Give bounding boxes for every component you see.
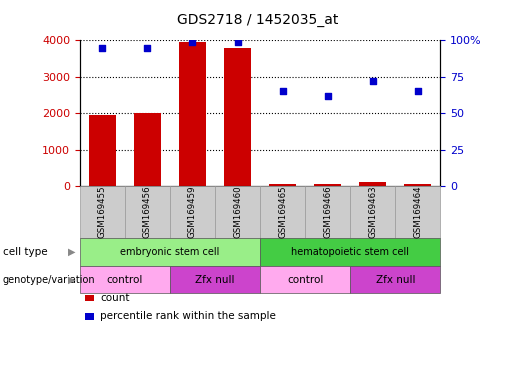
Point	[369, 78, 377, 84]
Text: cell type: cell type	[3, 247, 47, 257]
Text: ▶: ▶	[68, 247, 76, 257]
Point	[98, 45, 107, 51]
Point	[143, 45, 151, 51]
Bar	[269, 184, 296, 186]
Point	[188, 39, 197, 45]
Bar	[179, 42, 206, 186]
Text: GSM169460: GSM169460	[233, 186, 242, 238]
Point	[233, 39, 242, 45]
Text: GSM169455: GSM169455	[98, 186, 107, 238]
Text: Zfx null: Zfx null	[195, 275, 235, 285]
Text: count: count	[100, 293, 130, 303]
Text: GSM169464: GSM169464	[414, 186, 422, 238]
Point	[414, 88, 422, 94]
Bar	[134, 113, 161, 186]
Text: Zfx null: Zfx null	[375, 275, 415, 285]
Text: GSM169456: GSM169456	[143, 186, 152, 238]
Point	[279, 88, 287, 94]
Bar	[224, 48, 251, 186]
Text: percentile rank within the sample: percentile rank within the sample	[100, 311, 277, 321]
Text: GSM169463: GSM169463	[368, 186, 377, 238]
Text: GSM169465: GSM169465	[278, 186, 287, 238]
Text: control: control	[287, 275, 323, 285]
Text: ▶: ▶	[68, 275, 76, 285]
Point	[323, 93, 332, 99]
Text: control: control	[107, 275, 143, 285]
Text: genotype/variation: genotype/variation	[3, 275, 95, 285]
Bar	[404, 184, 431, 186]
Text: GDS2718 / 1452035_at: GDS2718 / 1452035_at	[177, 13, 338, 27]
Text: embryonic stem cell: embryonic stem cell	[121, 247, 219, 257]
Bar	[314, 184, 341, 186]
Text: hematopoietic stem cell: hematopoietic stem cell	[291, 247, 409, 257]
Text: GSM169466: GSM169466	[323, 186, 332, 238]
Bar	[89, 115, 116, 186]
Bar	[359, 182, 386, 186]
Text: GSM169459: GSM169459	[188, 186, 197, 238]
